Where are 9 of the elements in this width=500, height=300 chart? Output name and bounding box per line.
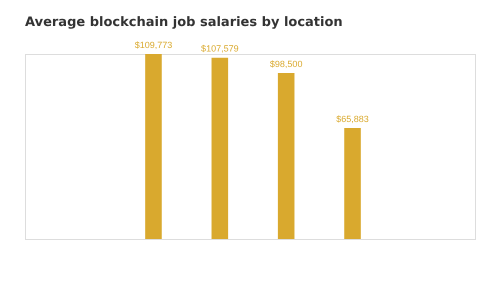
data-label: $98,500 <box>270 59 302 69</box>
data-label: $109,773 <box>134 40 172 50</box>
bar <box>344 128 361 239</box>
data-label: $107,579 <box>201 44 239 54</box>
bar <box>278 73 294 239</box>
data-label: $65,883 <box>336 114 369 124</box>
chart-title: Average blockchain job salaries by location <box>25 15 343 30</box>
bar <box>145 54 162 239</box>
bar <box>212 58 228 239</box>
